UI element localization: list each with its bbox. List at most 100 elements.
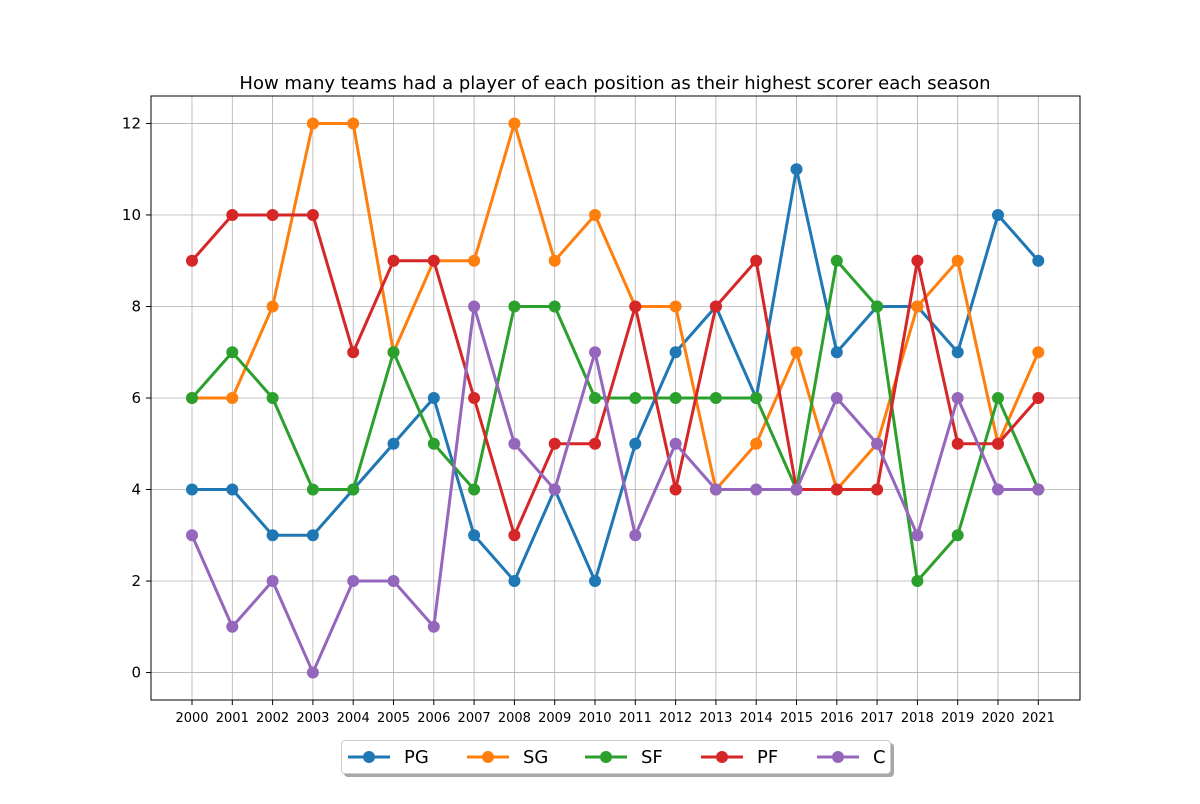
data-point-c (548, 483, 561, 496)
x-tick-label: 2014 (740, 711, 773, 726)
data-point-pg (306, 529, 319, 542)
legend-swatch (348, 751, 390, 763)
data-point-sf (992, 392, 1004, 404)
data-point-pg (427, 392, 440, 404)
data-point-c (871, 437, 884, 450)
data-point-sg (911, 300, 924, 313)
data-point-sf (468, 483, 481, 496)
data-point-sf (589, 392, 601, 404)
data-point-pg (1032, 254, 1045, 267)
x-tick-label: 2004 (337, 711, 370, 726)
data-point-pf (951, 437, 964, 450)
x-tick-label: 2001 (216, 711, 249, 726)
data-point-pf (750, 254, 763, 267)
data-point-pg (387, 437, 400, 450)
data-point-c (911, 529, 924, 542)
axes: 2000 2001 2002 2003 2004 2005 2006 2007 2008 2009… (122, 114, 1055, 726)
data-point-c (709, 483, 722, 496)
data-point-pg (830, 346, 843, 359)
x-tick-label: 2000 (175, 711, 208, 726)
x-tick-label: 2020 (981, 711, 1014, 726)
legend-item-sf: SF (585, 741, 663, 773)
data-point-pf (709, 300, 722, 313)
data-point-pf (830, 483, 843, 496)
data-point-sg (226, 392, 239, 404)
chart-title: How many teams had a player of each posi… (239, 73, 990, 94)
data-point-sf (629, 392, 642, 404)
x-tick-label: 2019 (941, 711, 974, 726)
data-point-sg (790, 346, 803, 359)
data-point-pg (669, 346, 682, 359)
data-point-sf (266, 392, 279, 404)
series-c (186, 300, 1045, 679)
legend-swatch (817, 751, 859, 763)
x-tick-label: 2009 (538, 711, 571, 726)
x-tick-label: 2010 (578, 711, 611, 726)
data-point-sg (266, 300, 279, 313)
data-point-pf (427, 254, 440, 267)
data-point-pf (266, 208, 279, 221)
data-point-sf (750, 392, 763, 404)
legend-item-sg: SG (467, 741, 548, 773)
legend-label: PF (757, 746, 779, 768)
data-point-sf (306, 483, 319, 496)
data-point-c (790, 483, 803, 496)
data-point-sf (830, 254, 843, 267)
data-point-pg (468, 529, 481, 542)
data-point-c (750, 483, 763, 496)
data-point-pg (186, 483, 198, 496)
data-point-c (468, 300, 481, 313)
data-point-pf (629, 300, 642, 313)
data-point-pf (226, 208, 239, 221)
data-point-pf (669, 483, 682, 496)
y-tick-label: 6 (131, 389, 141, 407)
legend-label: SG (523, 746, 549, 768)
data-point-sf (911, 575, 924, 588)
series-line-c (190, 304, 1039, 675)
data-point-c (186, 529, 198, 542)
plot-frame (150, 95, 1081, 701)
data-point-sf (226, 346, 239, 359)
x-tick-label: 2008 (498, 711, 531, 726)
x-tick-label: 2018 (901, 711, 934, 726)
data-point-sg (589, 208, 601, 221)
data-point-pg (266, 529, 279, 542)
data-point-pf (589, 437, 601, 450)
y-tick-label: 12 (122, 114, 141, 132)
data-point-sg (548, 254, 561, 267)
x-tick-label: 2005 (377, 711, 410, 726)
data-point-pf (871, 483, 884, 496)
data-point-sf (871, 300, 884, 313)
series-line-pg (192, 167, 1040, 583)
data-point-pg (226, 483, 239, 496)
data-point-pg (508, 575, 521, 588)
data-point-pg (589, 575, 601, 588)
data-point-pf (347, 346, 360, 359)
data-point-c (992, 483, 1004, 496)
x-tick-label: 2017 (861, 711, 894, 726)
legend-swatch (585, 751, 627, 763)
data-point-c (387, 575, 400, 588)
series-lines (186, 117, 1045, 679)
data-point-c (427, 620, 440, 633)
data-point-sg (951, 254, 964, 267)
x-tick-label: 2013 (699, 711, 732, 726)
data-point-sg (750, 437, 763, 450)
legend-swatch (701, 751, 743, 763)
y-tick-label: 8 (131, 297, 141, 315)
data-point-sg (669, 300, 682, 313)
data-point-sg (508, 117, 521, 130)
data-point-c (951, 392, 964, 404)
y-tick-label: 0 (131, 664, 141, 682)
y-tick-label: 2 (131, 572, 141, 590)
data-point-sg (306, 117, 319, 130)
data-point-sf (709, 392, 722, 404)
data-point-sg (347, 117, 360, 130)
legend: PG SG SF PF C (341, 740, 891, 774)
legend-item-pg: PG (348, 741, 429, 773)
data-point-pf (186, 254, 198, 267)
data-point-c (306, 666, 319, 679)
data-point-c (589, 346, 601, 359)
data-point-c (830, 392, 843, 404)
